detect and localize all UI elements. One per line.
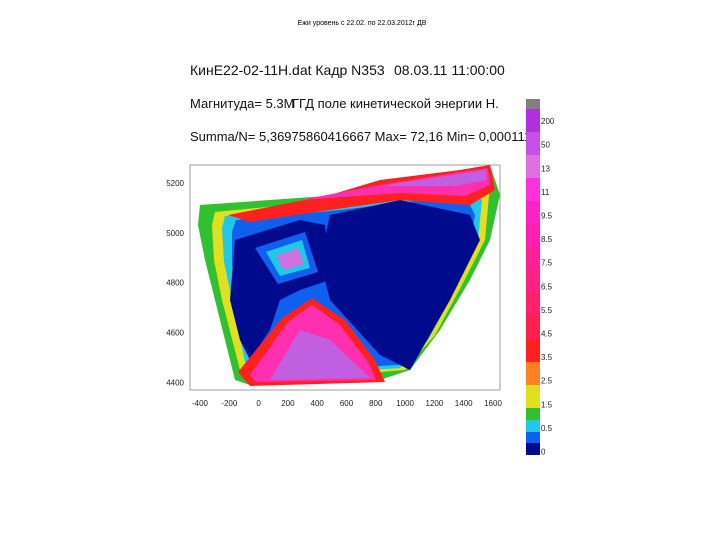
color-swatch: [526, 420, 540, 432]
color-swatch: [526, 132, 540, 155]
plot-frame: [189, 164, 501, 391]
color-swatch: [526, 99, 540, 109]
contour: [380, 170, 486, 186]
color-swatch: [526, 201, 540, 224]
colorbar-label: 3.5: [541, 353, 553, 362]
colorbar-label: 11: [541, 188, 550, 197]
colorbar-label: 4.5: [541, 330, 553, 339]
colorbar: 200 50 13 11 9.5 8.5 7.5 6.5 5.5 4.5 3.5 2.5 1.5 0.5 0: [526, 99, 555, 457]
colorbar-label: 1.5: [541, 400, 553, 409]
x-tick-label: 200: [281, 399, 295, 408]
color-swatch: [526, 293, 540, 316]
colorbar-label: 6.5: [541, 282, 553, 291]
x-tick-label: 400: [311, 399, 325, 408]
colorbar-label: 5.5: [541, 306, 553, 315]
colorbar-label: 200: [541, 117, 555, 126]
file-title: КинE22-02-11H.dat Кадр N353: [190, 62, 385, 78]
colorbar-label: 0.5: [541, 424, 553, 433]
color-swatch: [526, 385, 540, 408]
y-tick-label: 4400: [166, 378, 184, 387]
x-tick-label: 1600: [484, 399, 502, 408]
magnitude: Магнитуда= 5.3M: [190, 96, 294, 111]
field-name: ГГД поле кинетической энергии Н.: [292, 96, 499, 111]
x-tick-label: -200: [221, 399, 238, 408]
colorbar-label: 9.5: [541, 212, 553, 221]
color-swatch: [526, 270, 540, 293]
x-tick-label: 1000: [396, 399, 414, 408]
contour: [270, 330, 370, 380]
color-swatch: [526, 109, 540, 132]
x-tick-label: 1400: [455, 399, 473, 408]
slide-caption: Ежи уровень с 22.02. по 22.03.2012г ДВ: [298, 20, 427, 27]
colorbar-label: 8.5: [541, 235, 553, 244]
stats: Summa/N= 5,36975860416667 Max= 72,16 Min…: [190, 129, 538, 144]
colorbar-label: 0: [541, 448, 546, 457]
color-swatch: [526, 362, 540, 385]
colorbar-label: 2.5: [541, 377, 553, 386]
color-swatch: [526, 155, 540, 178]
color-swatch: [526, 178, 540, 201]
colorbar-label: 50: [541, 141, 550, 150]
color-swatch: [526, 339, 540, 362]
y-tick-label: 4800: [166, 279, 184, 288]
color-swatch: [526, 224, 540, 247]
contour: [320, 200, 480, 370]
color-swatch: [526, 316, 540, 339]
color-swatch: [526, 247, 540, 270]
color-swatch: [526, 432, 540, 443]
y-tick-label: 5000: [166, 229, 184, 238]
contour-map: -400 -200 0 200 400 600 800 1000 1200 1400 1600 520…: [166, 164, 502, 408]
color-swatch: [526, 408, 540, 420]
y-tick-label: 4600: [166, 329, 184, 338]
color-swatch: [526, 443, 540, 455]
contour: [276, 248, 304, 270]
datetime: 08.03.11 11:00:00: [394, 62, 505, 78]
colorbar-label: 7.5: [541, 259, 553, 268]
colorbar-label: 13: [541, 164, 550, 173]
x-tick-label: 1200: [426, 399, 444, 408]
x-tick-label: 800: [369, 399, 383, 408]
x-tick-label: 600: [340, 399, 354, 408]
x-tick-label: -400: [192, 399, 209, 408]
y-tick-label: 5200: [166, 179, 184, 188]
x-tick-label: 0: [256, 399, 261, 408]
